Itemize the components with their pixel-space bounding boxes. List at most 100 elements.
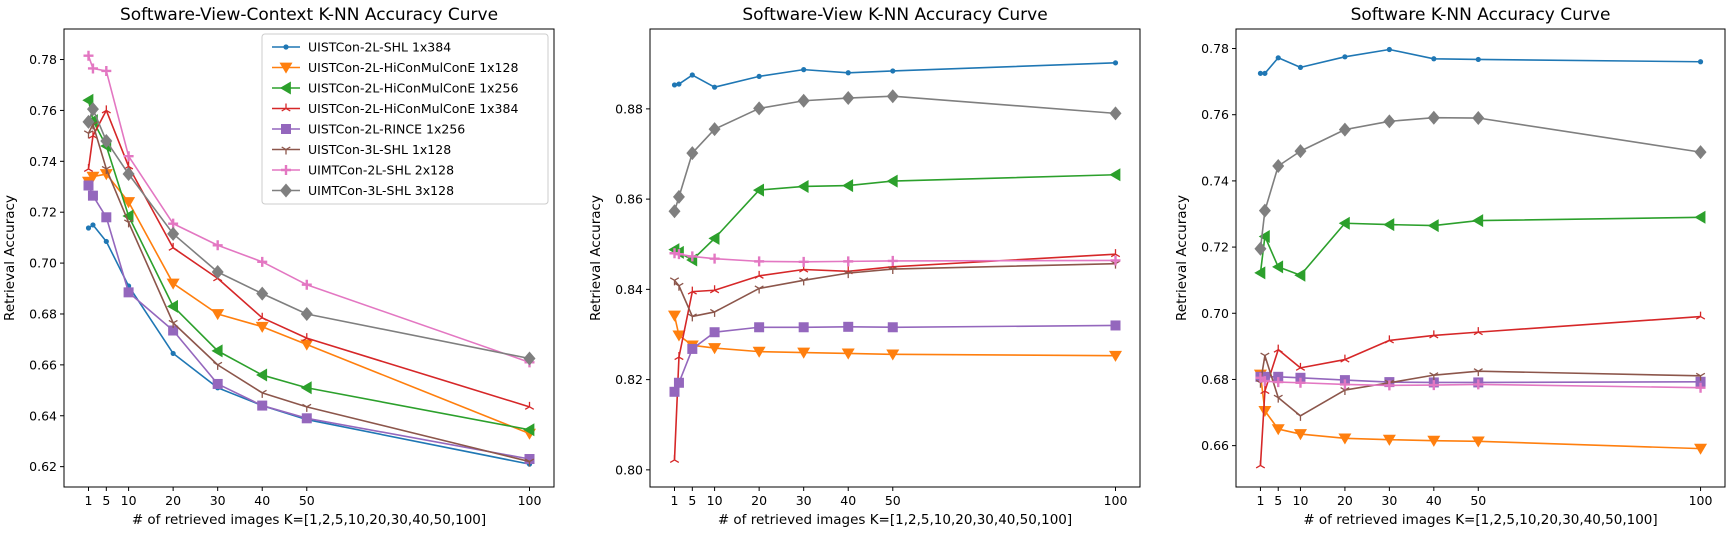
y-tick-label: 0.88 xyxy=(615,101,643,116)
data-point xyxy=(122,197,136,209)
series-line xyxy=(1259,216,1701,277)
data-point xyxy=(83,130,94,139)
data-point xyxy=(1110,255,1121,266)
data-point xyxy=(167,226,180,241)
data-point xyxy=(1272,159,1285,174)
data-point xyxy=(669,277,680,286)
data-point xyxy=(1294,144,1307,159)
data-point xyxy=(686,146,699,161)
data-point xyxy=(1273,394,1283,403)
legend-marker xyxy=(283,44,289,50)
legend-label: UIMTCon-3L-SHL 3x128 xyxy=(308,183,454,198)
data-point xyxy=(752,346,766,358)
data-point xyxy=(709,327,720,338)
data-point xyxy=(887,255,898,266)
data-point xyxy=(689,72,695,78)
x-tick-label: 30 xyxy=(1381,493,1397,508)
x-tick-label: 10 xyxy=(1293,493,1309,508)
legend-label: UISTCon-2L-HiConMulConE 1x128 xyxy=(308,60,518,75)
series-5 xyxy=(669,320,1121,397)
y-tick-label: 0.82 xyxy=(615,372,643,387)
series-2 xyxy=(1253,369,1708,455)
legend-marker xyxy=(279,62,293,74)
data-point xyxy=(1254,241,1267,256)
x-tick-label: 100 xyxy=(1689,493,1713,508)
data-point xyxy=(1384,380,1395,391)
data-point xyxy=(524,454,535,465)
series-8 xyxy=(82,102,536,366)
data-point xyxy=(1695,372,1706,381)
data-point xyxy=(1429,372,1439,381)
data-point xyxy=(1695,311,1706,320)
data-point xyxy=(1386,46,1392,53)
data-point xyxy=(300,381,312,395)
data-point xyxy=(668,204,681,219)
y-tick-label: 0.66 xyxy=(29,357,57,372)
legend-entry: UIMTCon-2L-SHL 2x128 xyxy=(272,163,454,178)
y-axis-label: Retrieval Accuracy xyxy=(2,195,18,321)
data-point xyxy=(87,63,98,74)
chart-title: Software-View-Context K-NN Accuracy Curv… xyxy=(120,5,498,25)
data-point xyxy=(1338,433,1352,445)
data-point xyxy=(754,256,765,267)
data-point xyxy=(668,310,681,322)
series-1 xyxy=(1257,46,1704,76)
x-tick-label: 30 xyxy=(796,493,812,508)
data-point xyxy=(256,368,268,382)
data-point xyxy=(1294,268,1306,282)
plot-frame xyxy=(63,28,555,488)
data-point xyxy=(101,65,112,76)
data-point xyxy=(83,163,94,173)
series-7 xyxy=(1255,372,1706,393)
legend-label: UISTCon-2L-SHL 1x384 xyxy=(308,40,451,55)
data-point xyxy=(1271,424,1285,436)
x-tick-label: 20 xyxy=(751,493,767,508)
series-line xyxy=(674,62,1116,89)
data-point xyxy=(1427,219,1439,233)
data-point xyxy=(1695,382,1706,393)
data-point xyxy=(1694,443,1708,455)
series-8 xyxy=(1254,110,1707,256)
x-tick-label: 10 xyxy=(707,493,723,508)
data-point xyxy=(168,325,179,336)
data-point xyxy=(673,377,684,388)
data-point xyxy=(709,308,720,317)
data-point xyxy=(122,209,134,223)
data-point xyxy=(1258,203,1271,218)
legend-entry: UISTCon-3L-SHL 1x128 xyxy=(272,142,451,157)
y-tick-label: 0.66 xyxy=(1201,438,1229,453)
x-tick-label: 100 xyxy=(1104,493,1128,508)
data-point xyxy=(166,278,180,290)
data-point xyxy=(1110,249,1121,258)
data-point xyxy=(99,169,113,181)
data-point xyxy=(1272,260,1284,274)
data-point xyxy=(86,171,100,183)
data-point xyxy=(752,183,765,197)
data-point xyxy=(1383,114,1396,129)
data-point xyxy=(843,321,854,332)
y-tick-label: 0.74 xyxy=(1201,173,1229,188)
data-point xyxy=(123,151,134,162)
data-point xyxy=(1255,460,1266,469)
data-point xyxy=(843,270,853,279)
data-point xyxy=(1473,368,1483,377)
chart-panel-1: Software-View-Context K-NN Accuracy Curv… xyxy=(2,5,555,528)
data-point xyxy=(211,264,224,279)
data-point xyxy=(887,322,898,333)
data-point xyxy=(87,190,98,201)
legend-label: UISTCon-2L-HiConMulConE 1x256 xyxy=(308,81,518,96)
data-point xyxy=(1471,436,1485,448)
data-point xyxy=(1382,434,1396,446)
data-point xyxy=(1257,70,1264,76)
series-4 xyxy=(1255,311,1706,469)
data-point xyxy=(300,339,314,351)
legend-marker xyxy=(281,124,291,134)
data-point xyxy=(1295,362,1306,371)
data-point xyxy=(1273,371,1284,382)
data-point xyxy=(166,299,179,313)
data-point xyxy=(756,73,762,79)
data-point xyxy=(1475,56,1481,63)
series-6 xyxy=(669,260,1121,322)
data-point xyxy=(212,378,223,389)
data-point xyxy=(1473,327,1483,336)
